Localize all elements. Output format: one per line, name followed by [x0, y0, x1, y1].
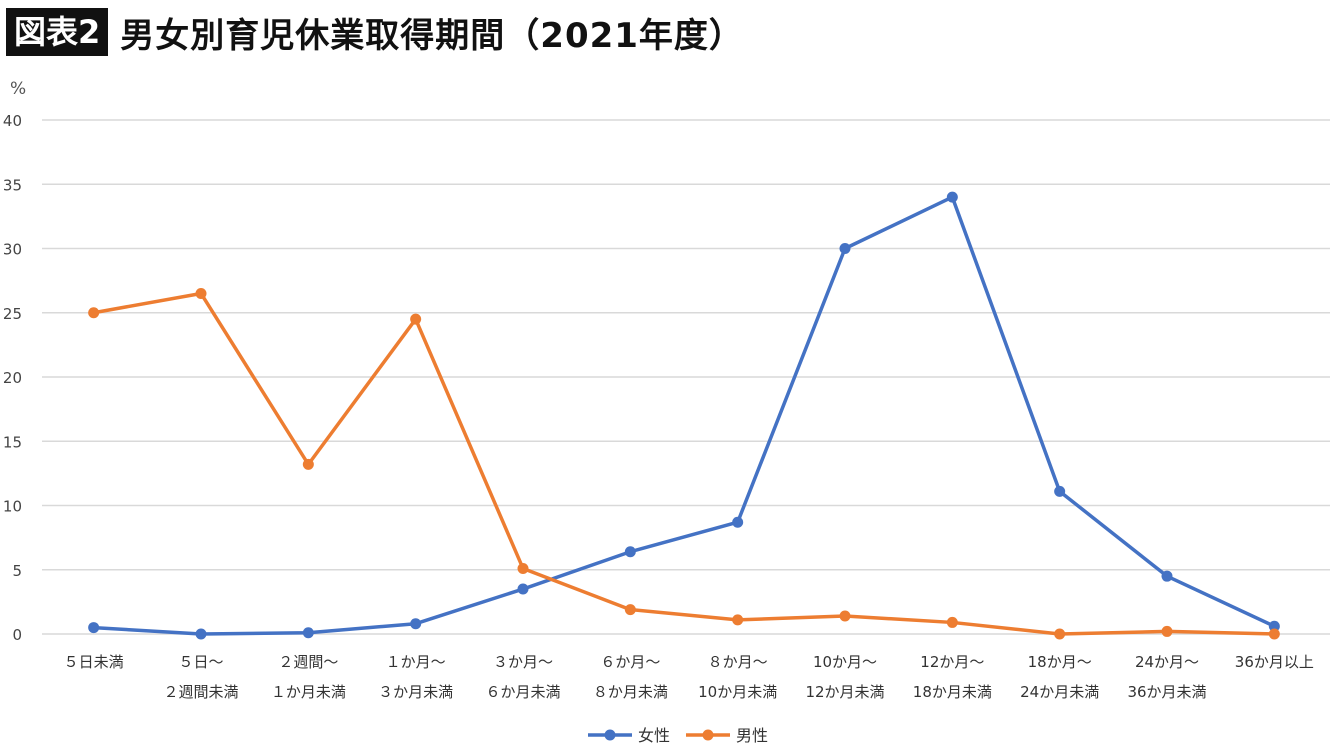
data-point — [410, 313, 422, 325]
data-point — [517, 562, 529, 574]
data-point — [1054, 485, 1066, 497]
data-point — [1161, 570, 1173, 582]
legend-label: 女性 — [638, 726, 670, 745]
data-point — [1268, 620, 1280, 632]
data-point — [732, 516, 744, 528]
data-point — [517, 583, 529, 595]
legend[interactable]: 女性 男性 — [588, 726, 768, 745]
data-point — [195, 287, 207, 299]
x-tick-label-line2: 36か月未満 — [1127, 683, 1206, 701]
y-tick-label: 15 — [3, 433, 22, 451]
series-line — [91, 195, 1277, 636]
y-tick-label: 5 — [12, 562, 22, 580]
x-tick-label: 12か月～ — [920, 653, 984, 671]
data-point — [732, 614, 744, 626]
legend-marker — [604, 729, 616, 741]
x-tick-label: ６か月～ — [600, 653, 660, 671]
x-tick-label-line2: 24か月未満 — [1020, 683, 1099, 701]
legend-label: 男性 — [736, 726, 768, 745]
x-tick-label: 36か月以上 — [1235, 653, 1314, 671]
data-point — [88, 307, 100, 319]
header: 図表2 男女別育児休業取得期間（2021年度） — [6, 6, 744, 58]
data-point — [839, 610, 851, 622]
x-tick-label-line2: ８か月未満 — [593, 683, 668, 701]
x-tick-label: 10か月～ — [813, 653, 877, 671]
y-tick-label: 30 — [3, 241, 22, 259]
data-point — [839, 243, 851, 254]
y-tick-label: 20 — [3, 369, 22, 387]
y-tick-label: 35 — [3, 176, 22, 194]
data-point — [624, 546, 636, 558]
x-tick-label-line2: 10か月未満 — [698, 683, 777, 701]
x-axis: ５日未満 ５日～ ２週間未満 ２週間～ １か月未満 １か月～ ３か月未満 ３か月～ ６か月未満 ６… — [64, 653, 1314, 701]
x-tick-label: 24か月～ — [1135, 653, 1199, 671]
series-line — [91, 291, 1277, 636]
legend-item-1[interactable]: 男性 — [686, 726, 768, 745]
x-tick-label-line2: ３か月未満 — [378, 683, 453, 701]
legend-item-0[interactable]: 女性 — [588, 726, 670, 745]
data-point — [195, 628, 207, 640]
legend-marker — [702, 729, 714, 741]
x-tick-label: ５日未満 — [64, 653, 124, 671]
series-group — [88, 191, 1280, 640]
data-point — [1161, 625, 1173, 637]
figure-badge: 図表2 — [6, 8, 109, 56]
series-0 — [88, 191, 1280, 640]
gridlines — [42, 119, 1330, 635]
x-tick-label: ２週間～ — [278, 653, 338, 671]
chart-title: 男女別育児休業取得期間（2021年度） — [120, 15, 744, 56]
x-tick-label: ５日～ — [178, 653, 223, 671]
data-point — [1268, 628, 1280, 640]
data-point — [946, 616, 958, 628]
data-point — [1054, 628, 1066, 640]
y-axis: % 0 5 10 15 20 25 30 35 40 — [3, 79, 26, 644]
x-tick-label: 18か月～ — [1028, 653, 1092, 671]
data-point — [302, 458, 314, 470]
series-1 — [88, 287, 1280, 640]
x-tick-label: ３か月～ — [493, 653, 553, 671]
x-tick-label-line2: ２週間未満 — [163, 683, 238, 701]
data-point — [88, 622, 100, 634]
x-tick-label-line2: ６か月未満 — [485, 683, 560, 701]
y-axis-unit-label: % — [10, 79, 26, 99]
data-point — [302, 627, 314, 639]
x-tick-label: １か月～ — [386, 653, 446, 671]
data-point — [624, 604, 636, 616]
data-point — [946, 191, 958, 203]
data-point — [410, 618, 422, 630]
y-tick-label: 10 — [3, 498, 22, 516]
x-tick-label-line2: 12か月未満 — [805, 683, 884, 701]
x-tick-label-line2: 18か月未満 — [913, 683, 992, 701]
y-tick-label: 40 — [3, 112, 22, 130]
x-tick-label: ８か月～ — [708, 653, 768, 671]
y-tick-label: 25 — [3, 305, 22, 323]
y-tick-label: 0 — [12, 626, 22, 644]
x-tick-label-line2: １か月未満 — [271, 683, 346, 701]
